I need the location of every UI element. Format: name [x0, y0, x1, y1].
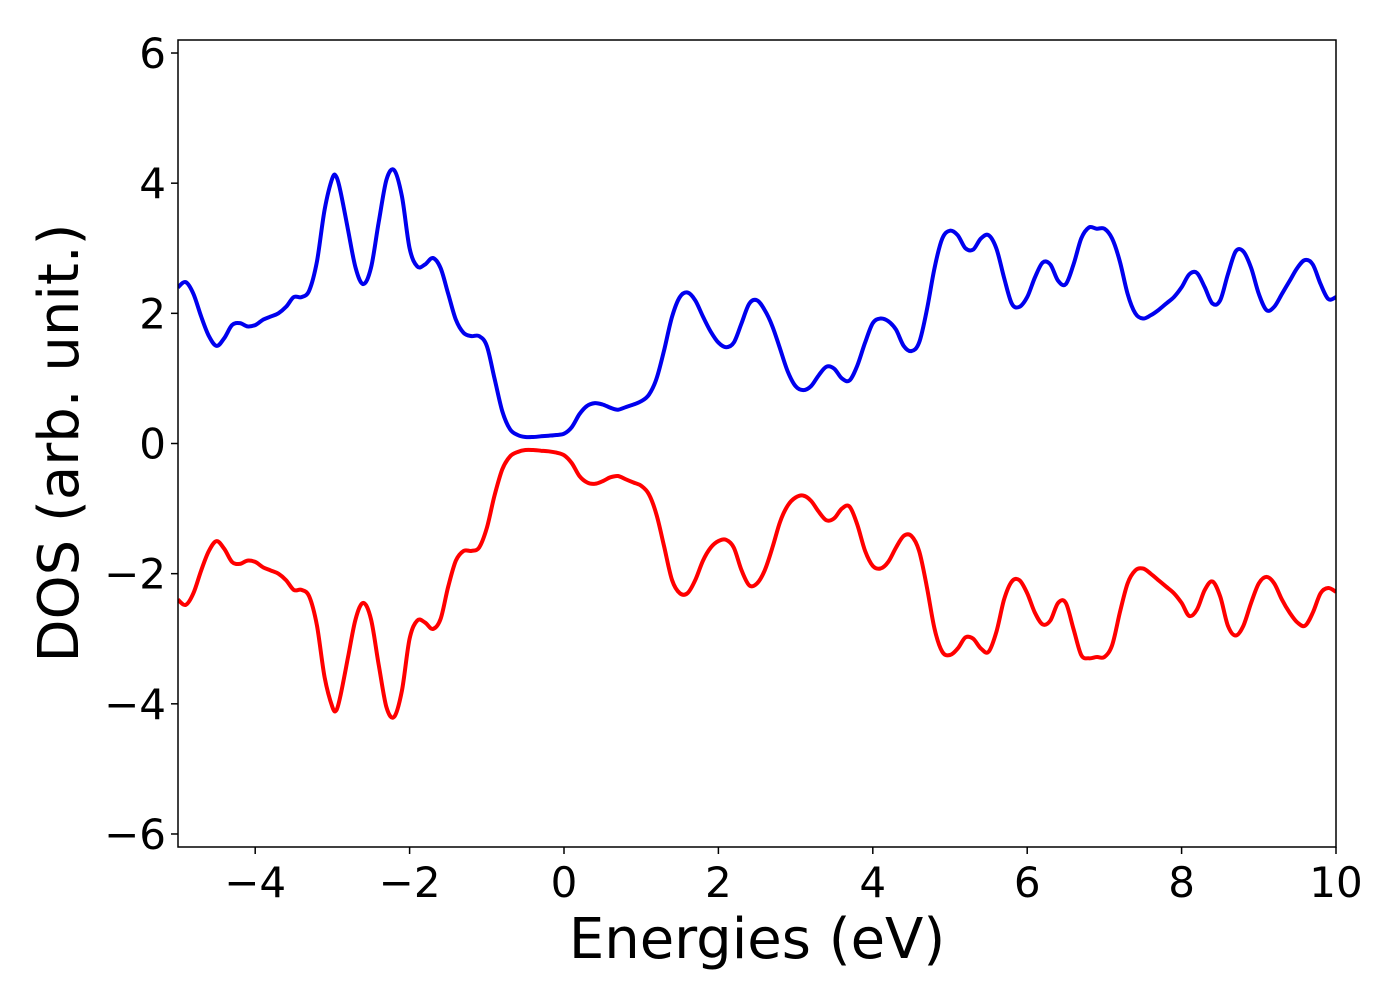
y-tick-label: 4 — [139, 159, 166, 208]
y-tick-label: −4 — [104, 680, 166, 729]
y-axis-label: DOS (arb. unit.) — [27, 223, 92, 662]
y-axis-ticks: −6 −4 −2 0 2 4 6 — [104, 29, 178, 859]
x-tick-label: 10 — [1309, 858, 1362, 907]
x-tick-label: 0 — [551, 858, 578, 907]
y-tick-label: 2 — [139, 289, 166, 338]
series-layer — [178, 167, 1336, 720]
y-tick-label: 0 — [139, 420, 166, 469]
y-tick-label: −6 — [104, 810, 166, 859]
x-tick-label: 8 — [1168, 858, 1195, 907]
x-axis-ticks: −4 −2 0 2 4 6 8 10 — [224, 847, 1363, 907]
x-tick-label: −2 — [379, 858, 441, 907]
x-axis-label: Energies (eV) — [569, 907, 945, 972]
x-tick-label: 2 — [705, 858, 732, 907]
y-tick-label: 6 — [139, 29, 166, 78]
x-tick-label: 4 — [859, 858, 886, 907]
series-line-red — [178, 447, 1336, 720]
x-tick-label: 6 — [1014, 858, 1041, 907]
series-line-blue — [178, 167, 1336, 440]
y-tick-label: −2 — [104, 550, 166, 599]
x-tick-label: −4 — [224, 858, 286, 907]
